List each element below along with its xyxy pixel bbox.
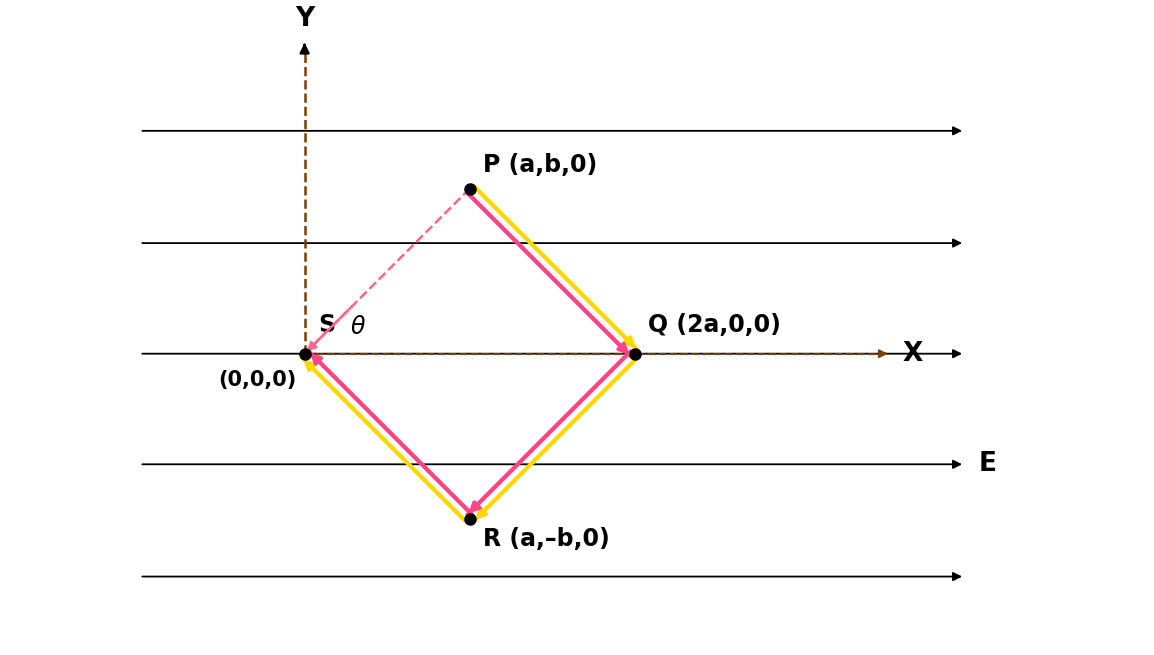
Text: E: E <box>979 451 996 477</box>
Text: S: S <box>317 313 335 337</box>
Text: θ: θ <box>351 315 366 339</box>
Text: X: X <box>902 341 922 367</box>
Text: R (a,–b,0): R (a,–b,0) <box>482 527 609 551</box>
Text: (0,0,0): (0,0,0) <box>218 370 297 390</box>
Text: P (a,b,0): P (a,b,0) <box>482 153 597 177</box>
Text: Q (2a,0,0): Q (2a,0,0) <box>649 313 781 337</box>
Text: Y: Y <box>295 6 314 32</box>
